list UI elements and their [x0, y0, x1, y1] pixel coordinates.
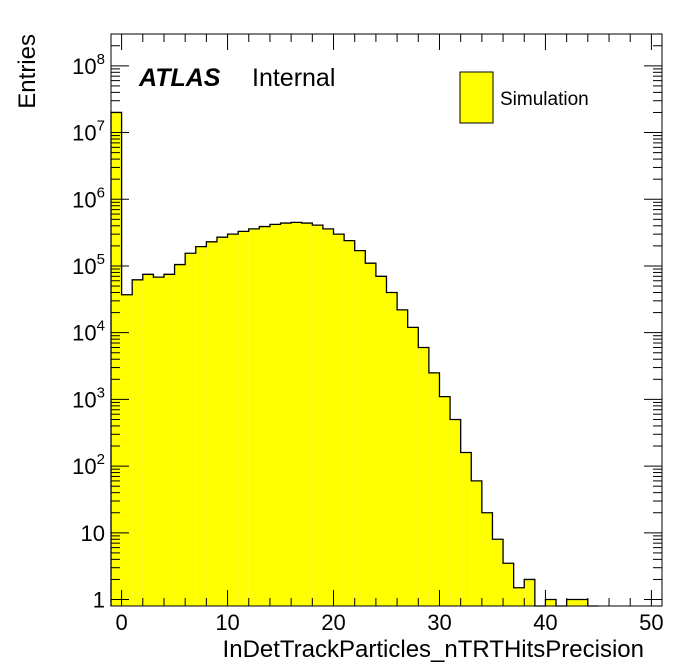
histogram-bar	[291, 222, 302, 606]
y-tick-label: 107	[72, 118, 105, 146]
histogram-bar	[269, 224, 281, 607]
histogram-bar	[121, 294, 133, 606]
histogram-bar	[460, 452, 472, 606]
y-tick-label: 104	[72, 318, 105, 346]
y-tick-label: 10	[81, 521, 105, 546]
histogram-bar	[450, 419, 461, 606]
histogram-bar	[375, 276, 387, 606]
histogram-bar	[227, 234, 239, 606]
histogram-bar	[365, 263, 376, 606]
histogram-bar	[418, 347, 429, 606]
atlas-label: ATLAS	[138, 64, 221, 92]
x-axis-title: InDetTrackParticles_nTRTHitsPrecision	[223, 636, 644, 663]
histogram-bar	[566, 599, 578, 606]
histogram-bar	[195, 246, 207, 606]
x-tick-label: 50	[639, 610, 663, 635]
x-tick-label: 0	[115, 610, 127, 635]
y-tick-label: 108	[72, 51, 105, 79]
y-tick-label: 103	[72, 384, 105, 412]
y-tick-label: 102	[72, 451, 105, 479]
histogram-bar	[386, 292, 398, 606]
histogram-bar	[428, 372, 440, 606]
histogram-bar	[503, 563, 514, 606]
histogram-bar	[407, 327, 419, 606]
histogram-bar	[471, 480, 482, 606]
y-tick-label: 106	[72, 184, 105, 212]
tick-labels: 0 10 20 30 40 50 1 10 102 103 104 105 106 107 108	[72, 51, 663, 635]
axis-ticks	[111, 33, 662, 606]
histogram-bar	[577, 599, 588, 606]
histogram-bar	[216, 237, 228, 607]
y-tick-label: 105	[72, 251, 105, 279]
histogram-bar	[153, 277, 164, 606]
legend-label: Simulation	[500, 89, 589, 110]
histogram-bar	[259, 226, 270, 606]
y-tick-label: 1	[93, 588, 105, 613]
histogram-bar	[344, 240, 355, 606]
x-tick-label: 10	[215, 610, 239, 635]
histogram-bar	[492, 539, 504, 606]
histogram-bars	[110, 111, 599, 607]
x-tick-label: 20	[321, 610, 345, 635]
histogram-outline	[110, 111, 599, 607]
x-tick-label: 40	[533, 610, 557, 635]
histogram-bar	[513, 587, 525, 606]
histogram-bar	[333, 234, 345, 606]
histogram-bar	[397, 309, 408, 606]
internal-label: Internal	[252, 64, 335, 92]
histogram-bar	[248, 228, 260, 606]
histogram-bar	[301, 223, 313, 607]
plot-frame	[110, 33, 663, 607]
histogram-bar	[280, 223, 292, 607]
histogram-bar	[163, 274, 175, 606]
histogram-bar	[185, 253, 196, 606]
x-tick-label: 30	[427, 610, 451, 635]
histogram-bar	[524, 579, 535, 606]
histogram-bar	[238, 231, 249, 606]
histogram-bar	[322, 228, 334, 606]
histogram-bar	[439, 396, 451, 606]
histogram-bar	[481, 512, 493, 606]
legend-swatch	[459, 71, 494, 124]
histogram-bar	[142, 274, 154, 606]
histogram-bar	[312, 225, 323, 607]
y-axis-title: Entries	[14, 34, 41, 109]
histogram-bar	[206, 241, 217, 607]
histogram-bar	[545, 599, 557, 606]
histogram-bar	[174, 264, 186, 606]
histogram-bar	[354, 250, 366, 606]
histogram-bar	[132, 279, 143, 606]
